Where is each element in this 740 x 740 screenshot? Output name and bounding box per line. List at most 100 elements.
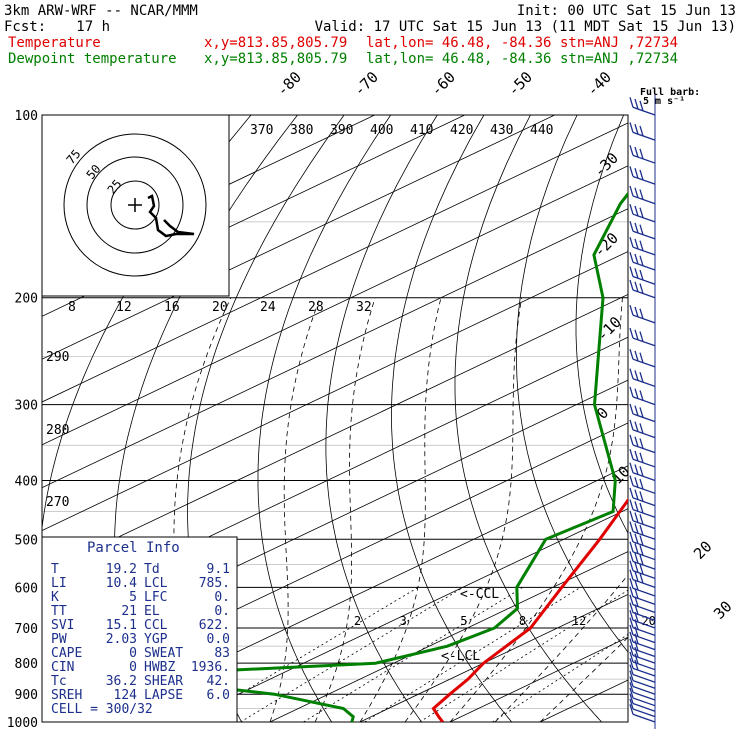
wind-barb (629, 569, 656, 588)
parcel-row-key: T (51, 562, 59, 577)
dry-adiabat (575, 115, 628, 534)
parcel-info-panel: Parcel Info T 19.2 Td 9.1 LI 10.4 LCL 785. K 5 LFC 0… (41, 536, 238, 723)
isotherm (42, 165, 628, 446)
parcel-row-key: K (51, 590, 59, 605)
wind-barb (629, 687, 656, 707)
wind-barb (629, 221, 656, 240)
parcel-row-value2: 0.0 (207, 632, 230, 647)
parcel-row-value: 15.1 (106, 618, 137, 633)
parcel-row-value2: 83 (214, 646, 230, 661)
mixing-ratio-line (240, 586, 464, 722)
isotherm (539, 679, 628, 722)
theta-label: 370 (250, 123, 273, 138)
hodograph-ring (63, 133, 207, 277)
parcel-row-key: TT (51, 604, 67, 619)
mixing-ratio-line (419, 589, 628, 722)
wind-barb (629, 304, 656, 324)
model-title: 3km ARW-WRF -- NCAR/MMM (4, 3, 198, 19)
parcel-row-value2: 0. (214, 590, 230, 605)
dry-adiabat (634, 115, 740, 735)
wind-barb-column: Full barb:5 m s⁻¹ (629, 87, 700, 729)
isotherm (449, 636, 628, 722)
wind-barb (629, 204, 656, 223)
theta-label: 410 (410, 123, 433, 138)
parcel-row-value: 0 (129, 646, 137, 661)
theta-label: 390 (330, 123, 353, 138)
init-time: Init: 00 UTC Sat 15 Jun 13 (517, 3, 736, 19)
moist-adiabat (539, 636, 628, 722)
parcel-row-value2: 6.0 (207, 688, 230, 703)
isotherm (42, 115, 555, 360)
speed-label: 8 (68, 300, 76, 315)
parcel-row-key2: SHEAR (144, 674, 183, 689)
parcel-row-value2: 785. (199, 576, 230, 591)
wind-barb (629, 670, 656, 689)
mixing-ratio-label: 5 (460, 614, 467, 628)
isotherm (720, 115, 740, 722)
sounding-traces (143, 191, 628, 722)
parcel-cell: CELL = 300/32 (51, 702, 153, 717)
parcel-row-value2: 1936. (191, 660, 230, 675)
isotherm-label: -30 (590, 149, 622, 181)
legend-dewpoint-stn: stn=ANJ ,72734 (560, 51, 678, 67)
wind-barb (629, 551, 656, 570)
hodograph-ring (110, 180, 160, 230)
moist-adiabat (449, 297, 623, 722)
pressure-label-800: 800 (15, 657, 38, 672)
wind-barb (629, 586, 656, 605)
dry-adiabat (391, 115, 513, 722)
isotherm-label: -80 (273, 68, 305, 100)
wind-barb (629, 185, 656, 205)
wind-barb (629, 279, 656, 299)
wind-barb (629, 122, 656, 141)
wind-barb (629, 499, 656, 518)
isotherm (269, 551, 628, 722)
wind-barb (629, 166, 656, 185)
legend-dewpoint-latlon: lat,lon= 46.48, -84.36 (366, 51, 551, 67)
speed-label: 24 (260, 300, 276, 315)
temperature-trace (431, 497, 628, 722)
wind-barb (629, 462, 656, 482)
pressure-label-500: 500 (15, 533, 38, 548)
isotherm-label: 30 (710, 597, 736, 623)
wind-barb (629, 664, 656, 683)
legend-temperature-xy: x,y=813.85,805.79 (204, 35, 347, 51)
valid-time: Valid: 17 UTC Sat 15 Jun 13 (11 MDT Sat … (315, 19, 736, 35)
speed-label: 16 (164, 300, 180, 315)
dry-adiabat (325, 115, 438, 722)
parcel-row-key: LI (51, 576, 67, 591)
parcel-row-key2: EL (144, 604, 160, 619)
parcel-row-key2: CCL (144, 618, 168, 633)
parcel-row-value2: 42. (207, 674, 230, 689)
ccl-marker: <-CCL (460, 587, 499, 602)
hodograph-trace (147, 194, 195, 238)
theta-label: 420 (450, 123, 473, 138)
wind-barb (629, 97, 656, 116)
pressure-label-300: 300 (15, 399, 38, 414)
wind-barb (629, 386, 656, 406)
wind-barb (629, 145, 656, 164)
theta-label: 430 (490, 123, 513, 138)
wind-barb (629, 252, 656, 271)
isotherm-label: -50 (504, 68, 536, 100)
parcel-panel-box (41, 536, 238, 723)
isotherm (42, 293, 628, 574)
wind-barb (629, 487, 656, 507)
barb-legend-title: Full barb: (640, 87, 700, 98)
parcel-row-key2: HWBZ (144, 660, 175, 675)
wind-barb (629, 419, 656, 439)
parcel-row-value2: 9.1 (207, 562, 230, 577)
forecast-label: Fcst: (4, 19, 46, 35)
hodograph-ring (86, 156, 184, 254)
theta-left-label: 290 (46, 350, 69, 365)
parcel-panel-title: Parcel Info (87, 540, 180, 556)
parcel-row-value: 36.2 (106, 674, 137, 689)
moist-adiabat (314, 297, 376, 722)
isotherm (42, 208, 628, 489)
wind-barb (629, 403, 656, 423)
parcel-row-key: PW (51, 632, 67, 647)
wind-barb (629, 698, 656, 718)
moist-adiabat (494, 574, 628, 722)
